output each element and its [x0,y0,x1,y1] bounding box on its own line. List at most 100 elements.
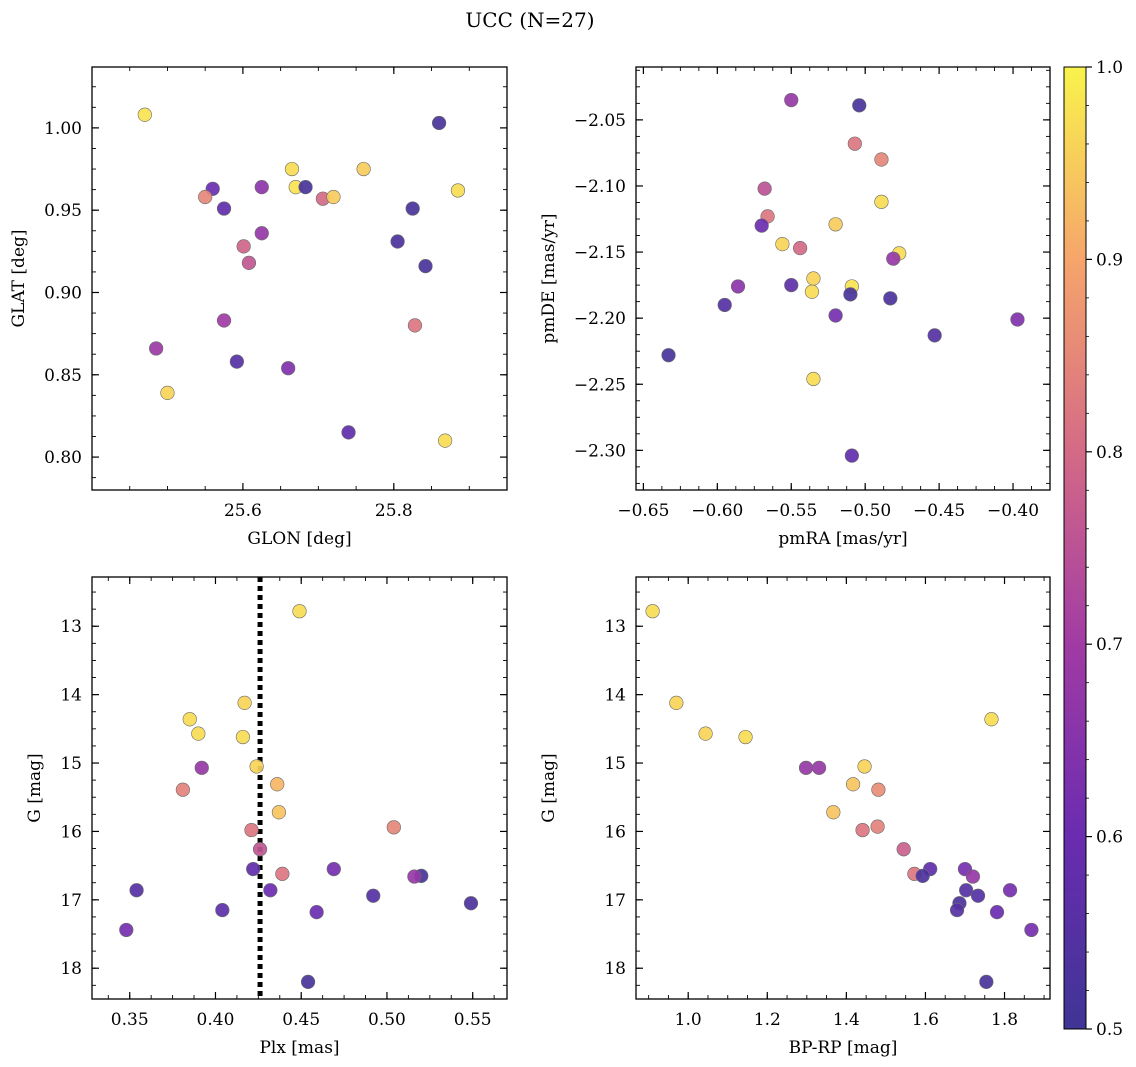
data-point [1010,312,1025,327]
x-tick-label: −0.65 [617,501,669,521]
colorbar: 0.5 0.6 0.7 0.8 0.9 1.0 [1063,58,1123,1040]
data-point [438,433,453,448]
data-point [874,194,889,209]
data-point [386,820,401,835]
y-tick-label: 13 [604,617,626,637]
x-tick-label: 1.8 [991,1010,1018,1030]
data-point [717,297,732,313]
data-point [284,161,300,177]
data-point [463,896,479,911]
colorbar-ticks: 0.5 0.6 0.7 0.8 0.9 1.0 [1086,58,1123,1040]
data-point [341,425,356,440]
y-axis-label: GLAT [deg] [9,229,29,327]
pmra-pmde-panel: −0.65 −0.60 −0.55 −0.50 −0.45 −0.40 −2.30 −2.25… [539,66,1051,549]
plot-area [92,577,507,999]
data-point [798,760,814,775]
data-point [811,760,827,775]
data-point [852,98,867,113]
data-point [229,354,244,369]
data-point [826,805,841,820]
axes-frame [635,66,1051,491]
data-point [965,869,980,884]
x-tick-label: 0.50 [368,1010,406,1030]
scatter-points [645,604,1039,990]
y-tick-label: −2.25 [574,375,626,395]
data-point [754,218,769,233]
data-point [271,805,287,820]
y-tick-label: 14 [60,686,82,706]
plx-g-panel: 0.35 0.40 0.45 0.50 0.55 13 14 15 16 17 18 Plx [mas… [25,576,508,1058]
y-tick-label: 15 [60,754,82,774]
axes-frame [91,66,508,491]
y-tick-label: 0.90 [44,283,82,303]
data-point [216,313,232,328]
data-point [915,868,930,883]
y-tick-label: 0.95 [44,201,82,221]
data-point [984,712,999,727]
data-point [356,161,371,177]
plot-area [636,577,1050,999]
data-point [698,726,713,741]
data-point [275,866,290,881]
colorbar-tick-label: 1.0 [1096,58,1123,78]
y-tick-label: 0.80 [44,448,82,468]
ticks [92,577,507,999]
data-point [244,822,259,838]
data-point [431,115,447,131]
plot-area [636,67,1050,490]
data-point [249,759,264,774]
data-point [927,328,942,343]
y-tick-label: 1.00 [44,119,82,139]
y-axis-label: G [mag] [539,753,559,822]
y-tick-label: 18 [60,959,82,979]
figure-title: UCC (N=27) [465,8,594,32]
colorbar-tick-label: 0.6 [1096,828,1123,848]
x-axis-label: Plx [mas] [259,1038,339,1058]
data-point [871,782,886,797]
data-point [970,888,986,903]
data-point [870,819,885,834]
data-point [669,695,684,710]
data-point [418,259,433,274]
y-tick-label: 17 [604,891,626,911]
y-tick-label: −2.20 [574,309,626,329]
scatter-points [119,604,479,990]
data-point [855,822,870,838]
data-point [645,604,660,619]
data-point [828,308,843,323]
y-tick-label: 15 [604,754,626,774]
data-point [405,201,420,216]
data-point [847,136,862,151]
data-point [241,255,257,270]
x-tick-label: 1.6 [912,1010,939,1030]
data-point [784,92,799,108]
data-point [730,279,746,294]
data-point [252,842,268,857]
y-axis-label: G [mag] [25,753,45,822]
y-tick-label: 17 [60,891,82,911]
data-point [326,861,341,877]
data-point [237,695,252,710]
x-tick-label: 0.45 [282,1010,320,1030]
y-tick-label: −2.05 [574,111,626,131]
colorbar-tick-label: 0.5 [1096,1020,1123,1040]
axes-frame [635,576,1051,1000]
data-point [194,760,209,775]
data-point [757,181,772,196]
data-point [281,361,296,376]
y-tick-label: −2.10 [574,177,626,197]
x-tick-label: 0.55 [454,1010,492,1030]
data-point [857,759,872,774]
data-point [804,284,820,299]
data-point [270,777,285,792]
axes-frame [91,576,508,1000]
data-point [874,152,889,167]
data-point [236,239,251,254]
y-tick-label: 18 [604,959,626,979]
ticks [636,577,1050,999]
data-point [828,217,843,232]
colorbar-tick-label: 0.8 [1096,443,1123,463]
scatter-points [137,107,466,448]
x-tick-label: 0.40 [197,1010,235,1030]
subplots: 25.6 25.8 0.80 0.85 0.90 0.95 1.00 GLON [deg] GL… [9,66,1051,1058]
